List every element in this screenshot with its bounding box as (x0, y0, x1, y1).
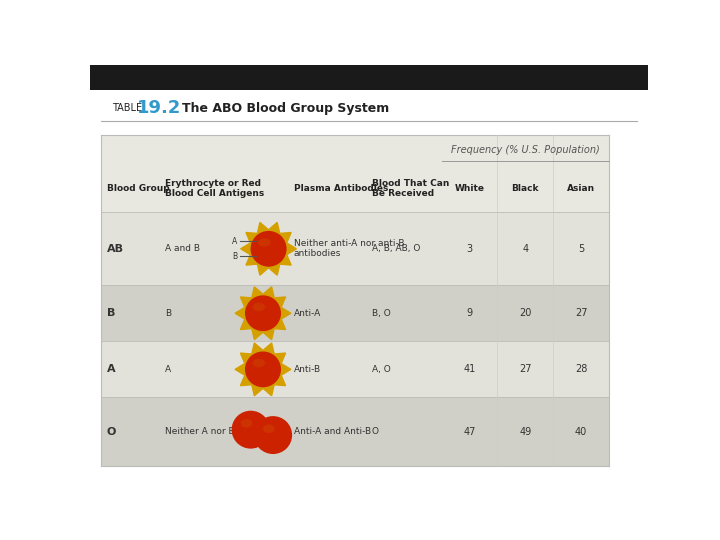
Polygon shape (240, 222, 297, 275)
Text: 9: 9 (467, 308, 472, 318)
Ellipse shape (251, 231, 287, 267)
Bar (101, 285, 609, 341)
Text: Blood Group: Blood Group (107, 184, 169, 193)
Text: A, O: A, O (372, 365, 390, 374)
Ellipse shape (253, 303, 265, 311)
Polygon shape (235, 287, 291, 340)
Bar (90, 65, 648, 90)
Ellipse shape (253, 359, 265, 367)
Text: Neither A nor B: Neither A nor B (166, 427, 235, 436)
Text: B: B (107, 308, 115, 318)
Text: Neither anti-A nor anti-B
antibodies: Neither anti-A nor anti-B antibodies (294, 239, 404, 259)
Bar (101, 212, 609, 285)
Bar (101, 397, 609, 466)
Bar (90, 90, 648, 123)
Text: Anti-B: Anti-B (294, 365, 321, 374)
Text: 47: 47 (463, 427, 476, 437)
Text: 4: 4 (522, 244, 528, 254)
Text: 27: 27 (519, 364, 531, 374)
Polygon shape (235, 343, 291, 396)
Text: A and B: A and B (166, 244, 200, 253)
Ellipse shape (240, 419, 252, 428)
Ellipse shape (254, 416, 292, 454)
Text: TABLE: TABLE (112, 104, 143, 113)
Text: Frequency (% U.S. Population): Frequency (% U.S. Population) (451, 145, 600, 155)
Text: Anti-A and Anti-B: Anti-A and Anti-B (294, 427, 371, 436)
Ellipse shape (258, 238, 271, 247)
Bar (101, 341, 609, 397)
Text: 40: 40 (575, 427, 588, 437)
Text: Anti-A: Anti-A (294, 309, 321, 318)
Text: O: O (372, 427, 379, 436)
Text: B: B (166, 309, 171, 318)
Text: Plasma Antibodies: Plasma Antibodies (294, 184, 388, 193)
Ellipse shape (232, 411, 270, 449)
Text: Asian: Asian (567, 184, 595, 193)
Text: Blood That Can
Be Received: Blood That Can Be Received (372, 179, 449, 198)
Text: A: A (166, 365, 171, 374)
Text: 19.2: 19.2 (138, 99, 182, 118)
Text: B, O: B, O (372, 309, 390, 318)
Text: A, B, AB, O: A, B, AB, O (372, 244, 420, 253)
Text: The ABO Blood Group System: The ABO Blood Group System (182, 102, 390, 115)
Text: AB: AB (107, 244, 124, 254)
Text: Black: Black (511, 184, 539, 193)
Text: White: White (454, 184, 485, 193)
Text: Erythrocyte or Red
Blood Cell Antigens: Erythrocyte or Red Blood Cell Antigens (166, 179, 264, 198)
Text: 41: 41 (463, 364, 476, 374)
Text: O: O (107, 427, 116, 437)
Text: 27: 27 (575, 308, 588, 318)
Ellipse shape (245, 352, 281, 387)
Bar (101, 165, 609, 212)
Text: A: A (107, 364, 115, 374)
Text: 20: 20 (519, 308, 531, 318)
Ellipse shape (245, 295, 281, 331)
Text: B: B (233, 252, 238, 261)
Text: 49: 49 (519, 427, 531, 437)
Text: 5: 5 (578, 244, 584, 254)
Ellipse shape (263, 424, 274, 433)
Text: A: A (233, 237, 238, 246)
Bar (101, 136, 609, 456)
Text: 3: 3 (467, 244, 472, 254)
Bar (101, 136, 609, 165)
Text: 28: 28 (575, 364, 588, 374)
